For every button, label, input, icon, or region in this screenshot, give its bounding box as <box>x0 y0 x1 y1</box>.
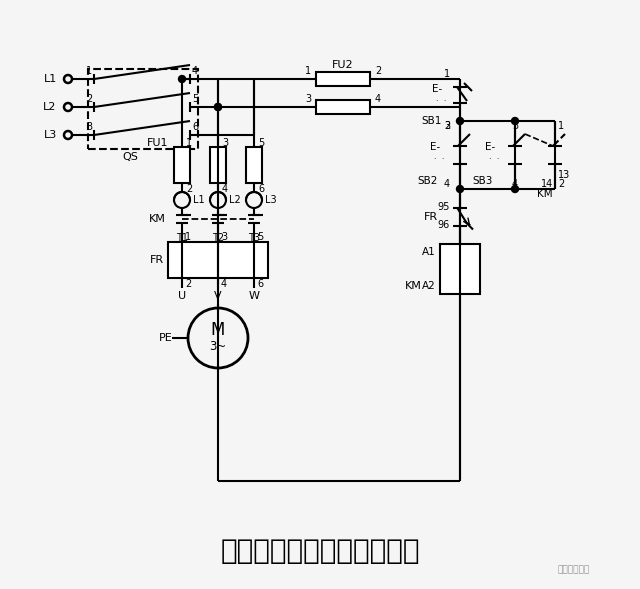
Text: 3: 3 <box>444 121 450 131</box>
Text: L3: L3 <box>265 195 276 205</box>
Bar <box>316 100 370 114</box>
Text: E-: E- <box>484 142 495 152</box>
Text: 4: 4 <box>375 94 381 104</box>
Text: 4: 4 <box>444 179 450 189</box>
Text: 2: 2 <box>186 184 192 194</box>
Circle shape <box>511 186 518 193</box>
Circle shape <box>456 117 463 124</box>
Text: SB2: SB2 <box>418 176 438 186</box>
Bar <box>168 242 268 278</box>
Text: L1: L1 <box>193 195 205 205</box>
Text: KM: KM <box>538 189 553 199</box>
Bar <box>210 147 226 183</box>
Text: U: U <box>178 291 186 301</box>
Text: 4: 4 <box>221 279 227 289</box>
Text: 1: 1 <box>86 66 92 76</box>
Text: 电动机点动、连动控制线路: 电动机点动、连动控制线路 <box>220 537 420 565</box>
Text: PE: PE <box>159 333 173 343</box>
Text: 2: 2 <box>444 121 450 131</box>
Text: 2: 2 <box>375 66 381 76</box>
Text: E-: E- <box>429 142 440 152</box>
Text: 5: 5 <box>257 232 263 242</box>
Text: ·  ·: · · <box>435 97 446 105</box>
Text: 4: 4 <box>512 179 518 189</box>
Text: L1: L1 <box>44 74 56 84</box>
Text: 1: 1 <box>558 121 564 131</box>
Text: W: W <box>248 291 259 301</box>
Text: KM: KM <box>149 214 166 224</box>
Text: 95: 95 <box>438 201 450 211</box>
Text: KM: KM <box>405 281 422 291</box>
Text: 6: 6 <box>258 184 264 194</box>
Text: 4: 4 <box>192 66 198 76</box>
Text: 5: 5 <box>258 138 264 148</box>
Text: QS: QS <box>122 152 138 162</box>
Text: 3: 3 <box>305 94 311 104</box>
Text: 3: 3 <box>512 121 518 131</box>
Text: 2: 2 <box>558 179 564 189</box>
Text: 电工电气学习: 电工电气学习 <box>557 565 590 574</box>
Text: FR: FR <box>150 255 164 265</box>
Text: FU2: FU2 <box>332 60 354 70</box>
Text: 1: 1 <box>305 66 311 76</box>
Text: 2: 2 <box>185 279 191 289</box>
Text: 6: 6 <box>192 122 198 132</box>
Text: 14: 14 <box>541 179 553 189</box>
Bar <box>316 72 370 86</box>
Text: 3: 3 <box>222 138 228 148</box>
Bar <box>174 147 190 183</box>
Text: E-: E- <box>432 84 442 94</box>
Text: FR: FR <box>424 211 438 221</box>
Text: M: M <box>211 321 225 339</box>
Text: A1: A1 <box>422 247 436 257</box>
Text: 4: 4 <box>222 184 228 194</box>
Text: 6: 6 <box>257 279 263 289</box>
Text: ·  ·: · · <box>488 154 499 164</box>
Bar <box>246 147 262 183</box>
Text: 1: 1 <box>444 69 450 79</box>
Circle shape <box>511 117 518 124</box>
Text: SB1: SB1 <box>422 116 442 126</box>
Text: L2: L2 <box>44 102 57 112</box>
Text: SB3: SB3 <box>472 176 493 186</box>
Text: 3~: 3~ <box>209 339 227 352</box>
Text: ·  ·: · · <box>433 154 444 164</box>
Text: 5: 5 <box>192 94 198 104</box>
Text: FU1: FU1 <box>147 138 168 148</box>
Text: 13: 13 <box>558 170 570 180</box>
Text: T1: T1 <box>176 233 188 243</box>
Text: 1: 1 <box>185 232 191 242</box>
Text: A2: A2 <box>422 281 436 291</box>
Circle shape <box>456 186 463 193</box>
Bar <box>440 244 480 294</box>
Text: L2: L2 <box>229 195 241 205</box>
Text: L3: L3 <box>44 130 56 140</box>
Circle shape <box>214 104 221 111</box>
Text: T3: T3 <box>248 233 260 243</box>
Text: 3: 3 <box>221 232 227 242</box>
Text: 3: 3 <box>86 122 92 132</box>
Text: T2: T2 <box>212 233 224 243</box>
Circle shape <box>179 75 186 82</box>
Circle shape <box>214 104 221 111</box>
Text: 1: 1 <box>186 138 192 148</box>
Bar <box>88 69 198 149</box>
Text: V: V <box>214 291 222 301</box>
Text: 96: 96 <box>438 220 450 230</box>
Text: 2: 2 <box>86 94 92 104</box>
